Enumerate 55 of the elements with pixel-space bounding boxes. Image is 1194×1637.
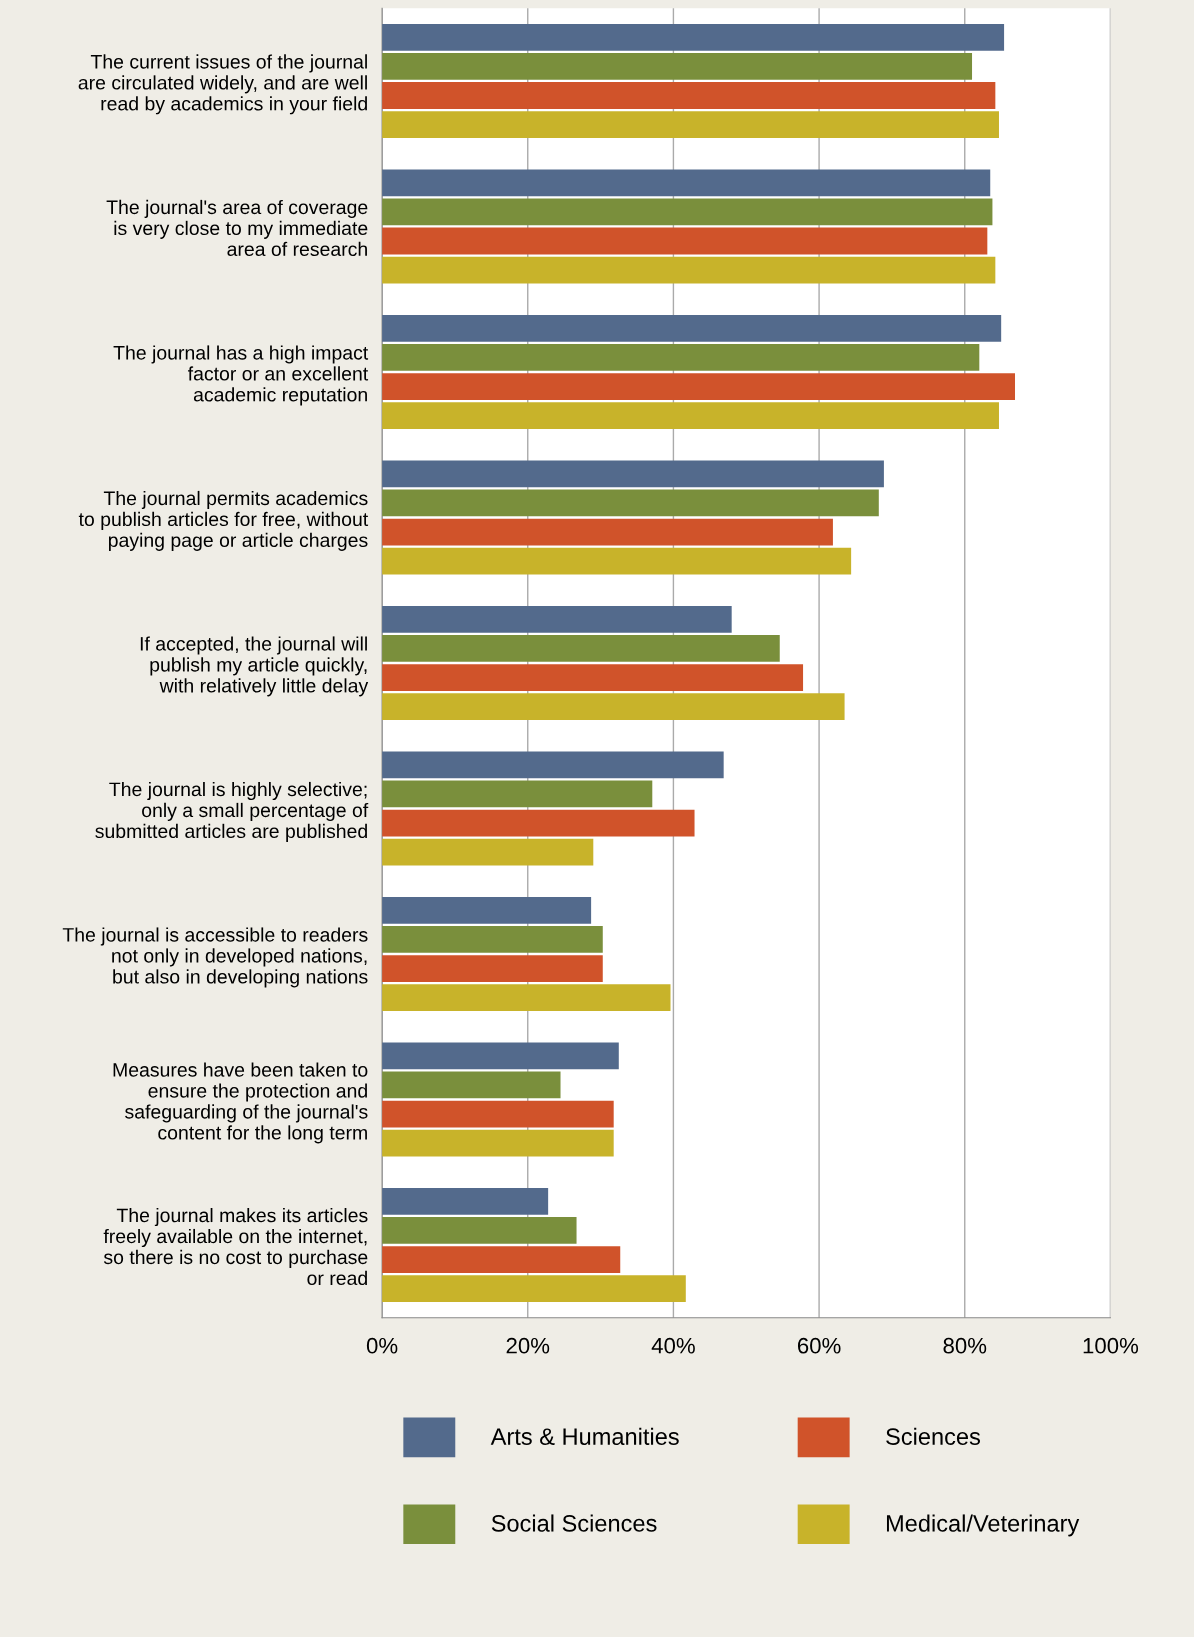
bar xyxy=(382,984,671,1012)
y-tick-label: The journal is accessible to readers not only in developed nations, but also in developing nations xyxy=(62,927,368,988)
x-tick-label: 100% xyxy=(1083,1337,1139,1354)
bar xyxy=(382,344,980,371)
bar xyxy=(382,1129,614,1157)
bar xyxy=(382,460,884,488)
legend-label: Arts & Humanities xyxy=(490,1427,679,1445)
legend-label: Sciences xyxy=(886,1427,980,1445)
bar xyxy=(382,635,780,662)
y-tick-label: The journal's area of coverage is very close to my immediate area of research xyxy=(106,199,368,257)
y-tick-label: If accepted, the journal will publish my article quickly, with relatively little delay xyxy=(140,636,369,697)
bar xyxy=(382,896,592,924)
bar xyxy=(382,926,603,953)
bar xyxy=(382,1071,561,1099)
legend-label: Social Sciences xyxy=(491,1514,657,1532)
y-tick-label: Measures have been taken to ensure the protection and safeguarding of the journal's content for the long term xyxy=(113,1062,368,1144)
bar xyxy=(382,82,996,109)
bar xyxy=(382,169,991,197)
bar xyxy=(382,402,999,429)
y-tick-label: The journal permits academics to publish articles for free, without paying page or article charges xyxy=(78,490,369,551)
bar xyxy=(382,518,833,546)
bar xyxy=(382,23,1005,51)
bar xyxy=(382,838,594,866)
bar xyxy=(382,1042,619,1070)
x-tick-label: 40% xyxy=(651,1337,695,1354)
y-tick-label: The current issues of the journal are circulated widely, and are well read by academics in your field xyxy=(78,54,367,115)
bar xyxy=(382,1217,577,1244)
bar xyxy=(382,1246,621,1273)
x-tick-label: 80% xyxy=(943,1337,987,1354)
bar xyxy=(382,693,845,721)
bar xyxy=(382,373,1016,400)
bar xyxy=(382,955,603,982)
bar xyxy=(382,256,996,284)
bar xyxy=(382,1187,549,1215)
bar xyxy=(382,751,724,779)
y-tick-label: The journal makes its articles freely available on the internet, so there is no cost to purchase or read xyxy=(103,1207,368,1286)
x-tick-label: 0% xyxy=(366,1337,398,1354)
y-tick-label: The journal has a high impact factor or an excellent academic reputation xyxy=(113,345,369,406)
bar xyxy=(382,605,732,633)
bar xyxy=(382,547,852,575)
bar xyxy=(382,1100,614,1128)
x-tick-label: 60% xyxy=(797,1337,841,1354)
legend-label: Medical/Veterinary xyxy=(886,1514,1080,1537)
bar xyxy=(382,314,1002,342)
bar xyxy=(382,198,993,226)
bar xyxy=(382,809,695,837)
y-tick-label: The journal is highly selective; only a small percentage of submitted articles are published xyxy=(95,781,369,842)
x-tick-label: 20% xyxy=(506,1337,550,1354)
bar xyxy=(382,664,804,691)
bar xyxy=(382,1275,686,1303)
bar xyxy=(382,780,653,808)
bar xyxy=(382,53,973,80)
bar xyxy=(382,489,879,517)
bar xyxy=(382,111,999,138)
bar xyxy=(382,227,988,255)
